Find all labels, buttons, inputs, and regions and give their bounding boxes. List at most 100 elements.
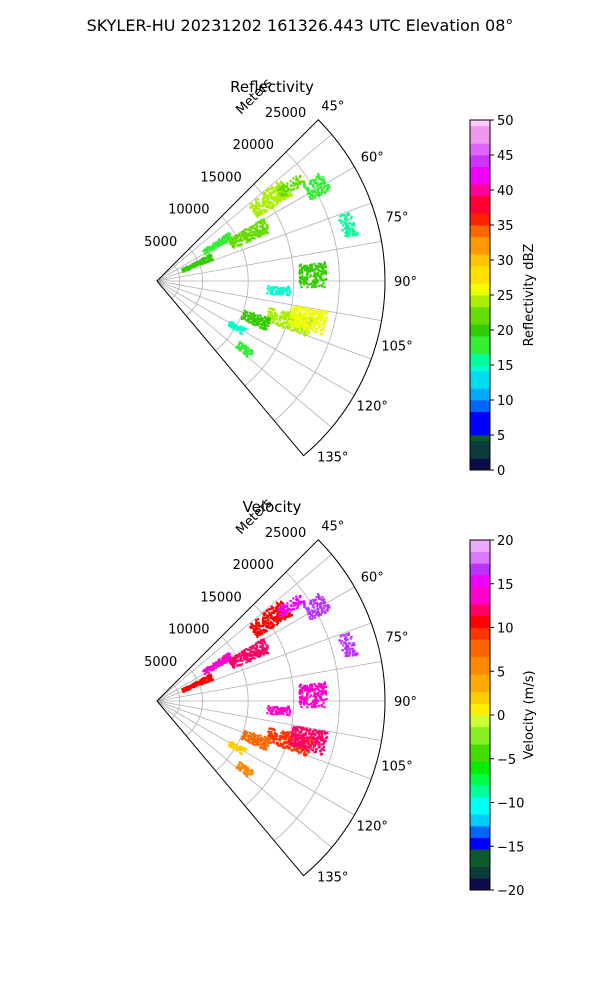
echo-pixel (348, 231, 351, 234)
echo-pixel (261, 224, 265, 227)
echo-pixel (255, 653, 258, 656)
echo-pixel (325, 736, 328, 739)
echo-pixel (285, 610, 288, 613)
colorbar-segment (470, 709, 490, 716)
echo-pixel (298, 276, 302, 279)
echo-pixel (263, 744, 266, 747)
echo-pixel (239, 348, 243, 351)
azimuth-tick-label: 105° (381, 759, 412, 774)
colorbar-segment (470, 738, 490, 745)
echo-pixel (266, 707, 269, 710)
echo-pixel (270, 311, 273, 314)
echo-pixel (324, 312, 327, 316)
echo-pixel (309, 325, 313, 328)
echo-pixel (318, 175, 321, 179)
echo-pixel (286, 712, 289, 715)
echo-pixel (265, 630, 268, 633)
echo-pixel (272, 320, 275, 324)
echo-pixel (257, 630, 260, 633)
echo-pixel (194, 683, 197, 686)
colorbar-segment (470, 662, 490, 669)
echo-pixel (291, 188, 294, 191)
echo-pixel (289, 746, 292, 749)
echo-pixel (264, 327, 267, 330)
echo-pixel (259, 318, 262, 321)
echo-pixel (268, 206, 271, 210)
echo-pixel (286, 325, 289, 329)
echo-pixel (294, 313, 297, 316)
echo-pixel (290, 313, 294, 316)
echo-pixel (268, 626, 271, 630)
echo-pixel (269, 307, 273, 310)
echo-pixel (290, 329, 293, 332)
echo-pixel (272, 308, 275, 311)
echo-pixel (264, 624, 267, 627)
echo-pixel (262, 233, 265, 236)
echo-pixel (312, 703, 315, 706)
echo-pixel (323, 706, 326, 709)
echo-pixel (268, 730, 272, 734)
colorbar-segment (470, 160, 490, 168)
echo-pixel (244, 658, 247, 661)
echo-pixel (318, 734, 321, 737)
echo-pixel (293, 188, 296, 191)
echo-pixel (320, 319, 323, 322)
echo-pixel (284, 193, 287, 196)
colorbar-segment (470, 388, 490, 395)
echo-pixel (241, 343, 244, 346)
echo-pixel (294, 315, 297, 319)
echo-pixel (227, 657, 230, 660)
echo-pixel (291, 308, 295, 311)
echo-pixel (301, 738, 304, 741)
echo-pixel (310, 694, 313, 697)
echo-pixel (301, 325, 304, 328)
azimuth-tick-label: 45° (321, 99, 344, 114)
echo-pixel (256, 214, 259, 217)
echo-pixel (221, 238, 224, 241)
echo-pixel (244, 733, 247, 737)
echo-pixel (261, 212, 264, 215)
echo-pixel (236, 324, 239, 328)
echo-pixel (317, 191, 320, 194)
echo-pixel (278, 707, 281, 710)
echo-pixel (245, 653, 248, 656)
echo-pixel (238, 664, 242, 667)
echo-pixel (192, 266, 195, 269)
echo-pixel (290, 321, 294, 325)
echo-pixel (305, 265, 309, 268)
echo-pixel (230, 237, 233, 241)
echo-pixel (321, 732, 324, 735)
echo-pixel (271, 286, 274, 289)
echo-pixel (312, 178, 315, 181)
echo-pixel (255, 622, 258, 625)
colorbar-segment (470, 551, 490, 558)
echo-pixel (321, 596, 324, 599)
echo-pixel (318, 274, 321, 278)
echo-pixel (246, 314, 249, 317)
colorbar-segment (470, 802, 490, 809)
echo-pixel (280, 732, 283, 735)
echo-pixel (283, 612, 287, 615)
colorbar-segment (470, 435, 490, 442)
echo-pixel (293, 603, 296, 606)
echo-pixel (312, 183, 315, 186)
echo-pixel (264, 619, 267, 623)
echo-pixel (253, 323, 256, 327)
echo-pixel (232, 237, 235, 241)
echo-pixel (266, 609, 269, 612)
echo-pixel (267, 318, 270, 322)
echo-pixel (267, 622, 271, 625)
echo-pixel (305, 737, 309, 740)
echo-pixel (261, 639, 264, 642)
echo-pixel (253, 230, 256, 234)
echo-pixel (320, 276, 323, 279)
echo-pixel (322, 321, 326, 324)
echo-pixel (280, 290, 284, 294)
echo-pixel (275, 738, 278, 741)
echo-pixel (223, 661, 226, 664)
echo-pixel (300, 737, 303, 741)
echo-pixel (255, 651, 258, 654)
echo-pixel (324, 191, 327, 194)
echo-pixel (279, 602, 282, 605)
